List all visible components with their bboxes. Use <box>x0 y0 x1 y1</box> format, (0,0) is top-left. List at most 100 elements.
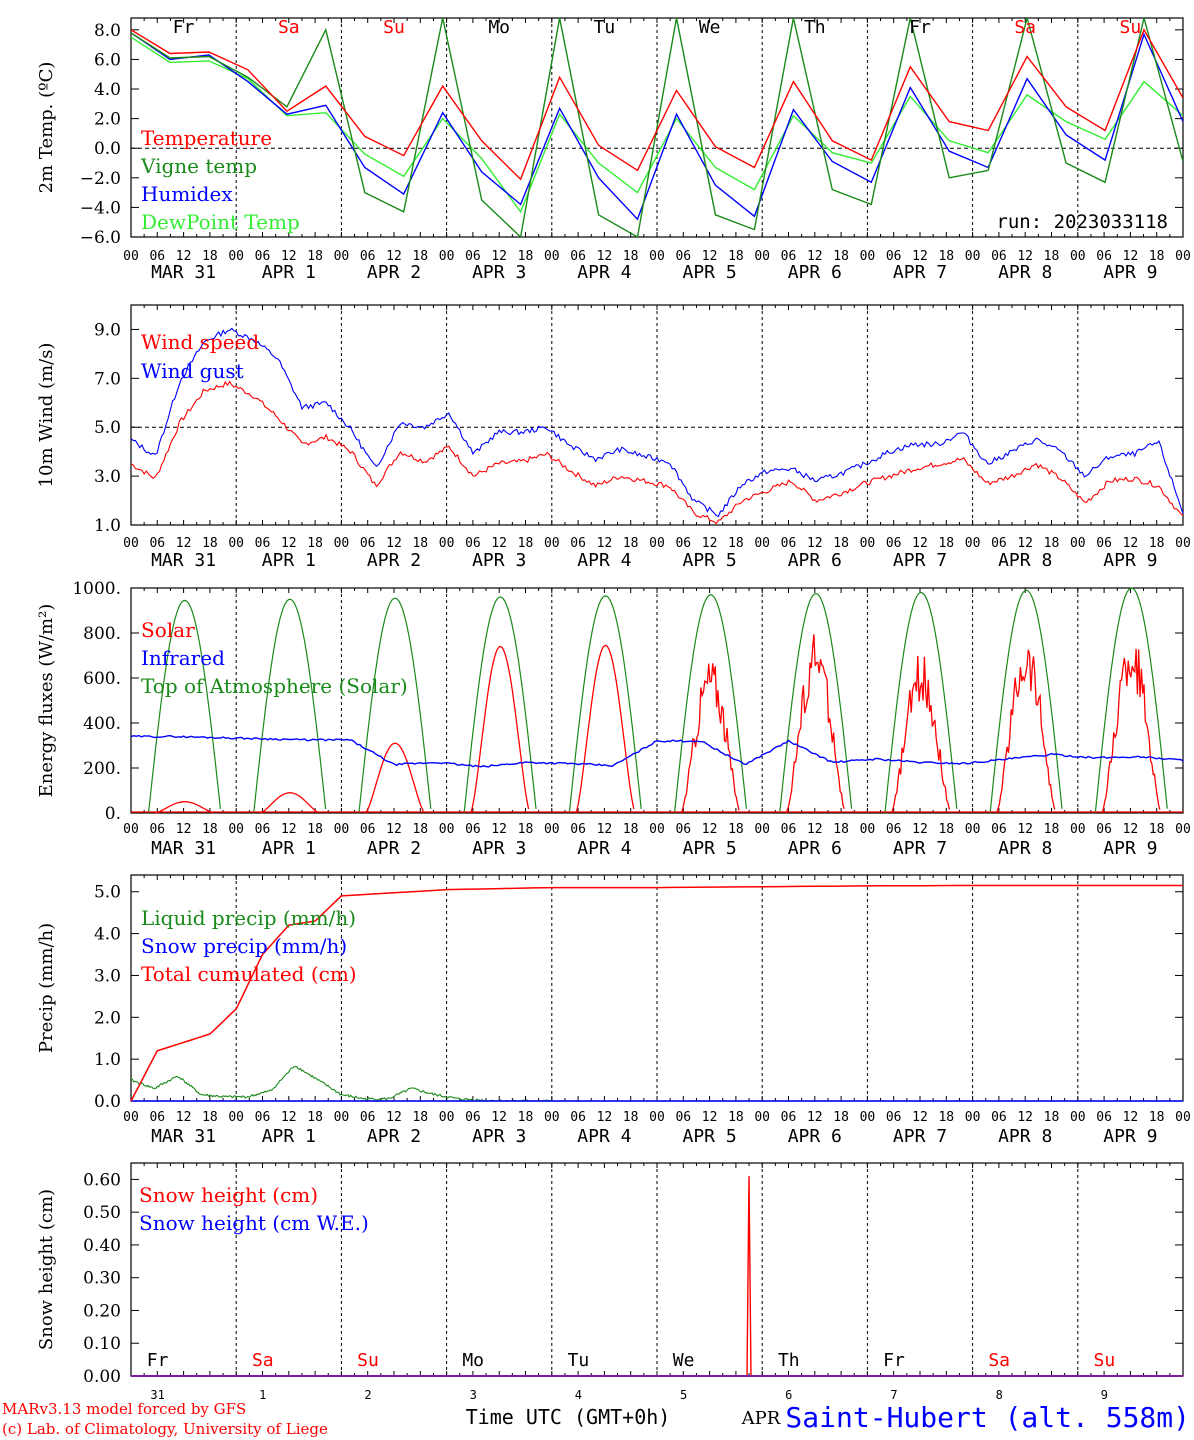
hour-tick-label: 12 <box>491 1110 507 1125</box>
y-tick-label: 0.10 <box>83 1334 121 1354</box>
solar-arc <box>575 644 635 814</box>
series-line-red <box>130 884 1183 1102</box>
hour-tick-label: 06 <box>781 536 797 551</box>
date-label: APR 4 <box>577 838 631 859</box>
hour-tick-label: 06 <box>781 1110 797 1125</box>
day-number: 5 <box>680 1388 687 1402</box>
day-label: Su <box>1094 1350 1116 1371</box>
hour-tick-label: 06 <box>465 822 481 837</box>
solar-arc <box>364 742 424 814</box>
hour-tick-label: 06 <box>781 249 797 264</box>
copyright-label: (c) Lab. of Climatology, University of L… <box>2 1420 328 1438</box>
date-label: APR 5 <box>683 1126 737 1147</box>
hour-tick-label: 18 <box>1044 1110 1060 1125</box>
hour-tick-label: 18 <box>833 249 849 264</box>
hour-tick-label: 12 <box>386 822 402 837</box>
hour-tick-label: 18 <box>202 249 218 264</box>
date-label: APR 6 <box>788 838 842 859</box>
hour-tick-label: 00 <box>1175 536 1191 551</box>
y-tick-label: 600. <box>83 669 121 689</box>
date-label: APR 3 <box>472 838 526 859</box>
series-line-red <box>131 28 1183 181</box>
hour-tick-label: 06 <box>255 536 271 551</box>
hour-tick-label: 18 <box>202 1110 218 1125</box>
y-tick-label: 0.40 <box>83 1236 121 1256</box>
hour-tick-label: 00 <box>228 822 244 837</box>
date-label: APR 9 <box>1103 1126 1157 1147</box>
hour-tick-label: 00 <box>439 822 455 837</box>
hour-tick-label: 00 <box>860 536 876 551</box>
day-label: Mo <box>488 17 510 38</box>
hour-tick-label: 12 <box>281 822 297 837</box>
date-label: APR 8 <box>998 550 1052 571</box>
hour-tick-label: 12 <box>176 822 192 837</box>
day-label: Tu <box>594 17 616 38</box>
solar-arc <box>785 634 845 814</box>
toa-solar-arc <box>568 595 642 814</box>
y-tick-label: 0.20 <box>83 1301 121 1321</box>
day-label: Th <box>778 1350 800 1371</box>
day-number: 4 <box>575 1388 582 1402</box>
y-tick-label: 0.0 <box>94 139 121 159</box>
hour-tick-label: 00 <box>1175 249 1191 264</box>
day-number: 8 <box>996 1388 1003 1402</box>
y-tick-label: 0.00 <box>83 1367 121 1387</box>
time-axis-label: Time UTC (GMT+0h) <box>466 1405 671 1429</box>
y-axis-label: 10m Wind (m/s) <box>36 343 57 488</box>
hour-tick-label: 12 <box>281 536 297 551</box>
hour-tick-label: 06 <box>149 536 165 551</box>
y-axis-label: Snow height (cm) <box>36 1189 57 1350</box>
hour-tick-label: 00 <box>123 822 139 837</box>
hour-tick-label: 12 <box>1017 1110 1033 1125</box>
hour-tick-label: 00 <box>1175 822 1191 837</box>
hour-tick-label: 00 <box>334 249 350 264</box>
legend-entry: Snow precip (mm/h) <box>141 934 347 958</box>
hour-tick-label: 06 <box>991 536 1007 551</box>
date-label: APR 8 <box>998 1126 1052 1147</box>
hour-tick-label: 12 <box>912 1110 928 1125</box>
y-tick-label: 2.0 <box>94 1008 121 1028</box>
solar-arc <box>1101 648 1161 814</box>
y-tick-label: 0.30 <box>83 1269 121 1289</box>
hour-tick-label: 12 <box>281 1110 297 1125</box>
hour-tick-label: 00 <box>1070 536 1086 551</box>
legend-entry: Wind speed <box>141 330 259 354</box>
date-label: MAR 31 <box>151 838 216 859</box>
date-label: APR 2 <box>367 838 421 859</box>
legend-entry: Infrared <box>141 646 225 670</box>
day-label: Sa <box>1014 17 1036 38</box>
hour-tick-label: 12 <box>597 1110 613 1125</box>
day-label: Su <box>357 1350 379 1371</box>
hour-tick-label: 06 <box>886 249 902 264</box>
day-label: Sa <box>278 17 300 38</box>
y-axis-label: Energy fluxes (W/m²) <box>36 604 57 798</box>
hour-tick-label: 12 <box>1123 536 1139 551</box>
day-number: 9 <box>1101 1388 1108 1402</box>
month-label: APR <box>741 1408 781 1429</box>
hour-tick-label: 06 <box>570 249 586 264</box>
hour-tick-label: 12 <box>386 1110 402 1125</box>
hour-tick-label: 06 <box>149 249 165 264</box>
hour-tick-label: 06 <box>991 1110 1007 1125</box>
hour-tick-label: 06 <box>570 1110 586 1125</box>
hour-tick-label: 18 <box>1149 1110 1165 1125</box>
station-label: Saint-Hubert (alt. 558m) <box>785 1401 1190 1434</box>
date-label: APR 3 <box>472 550 526 571</box>
y-tick-label: 8.0 <box>94 21 121 41</box>
hour-tick-label: 00 <box>1070 1110 1086 1125</box>
hour-tick-label: 18 <box>1149 822 1165 837</box>
date-label: APR 8 <box>998 262 1052 283</box>
hour-tick-label: 18 <box>307 822 323 837</box>
hour-tick-label: 06 <box>255 249 271 264</box>
date-label: APR 6 <box>788 550 842 571</box>
hour-tick-label: 12 <box>491 249 507 264</box>
date-label: APR 1 <box>262 838 316 859</box>
date-label: APR 4 <box>577 1126 631 1147</box>
hour-tick-label: 00 <box>1070 822 1086 837</box>
hour-tick-label: 06 <box>886 822 902 837</box>
y-tick-label: 5.0 <box>94 418 121 438</box>
solar-arc <box>260 792 319 814</box>
legend-entry: Wind gust <box>141 359 244 383</box>
hour-tick-label: 00 <box>1175 1110 1191 1125</box>
hour-tick-label: 06 <box>465 1110 481 1125</box>
